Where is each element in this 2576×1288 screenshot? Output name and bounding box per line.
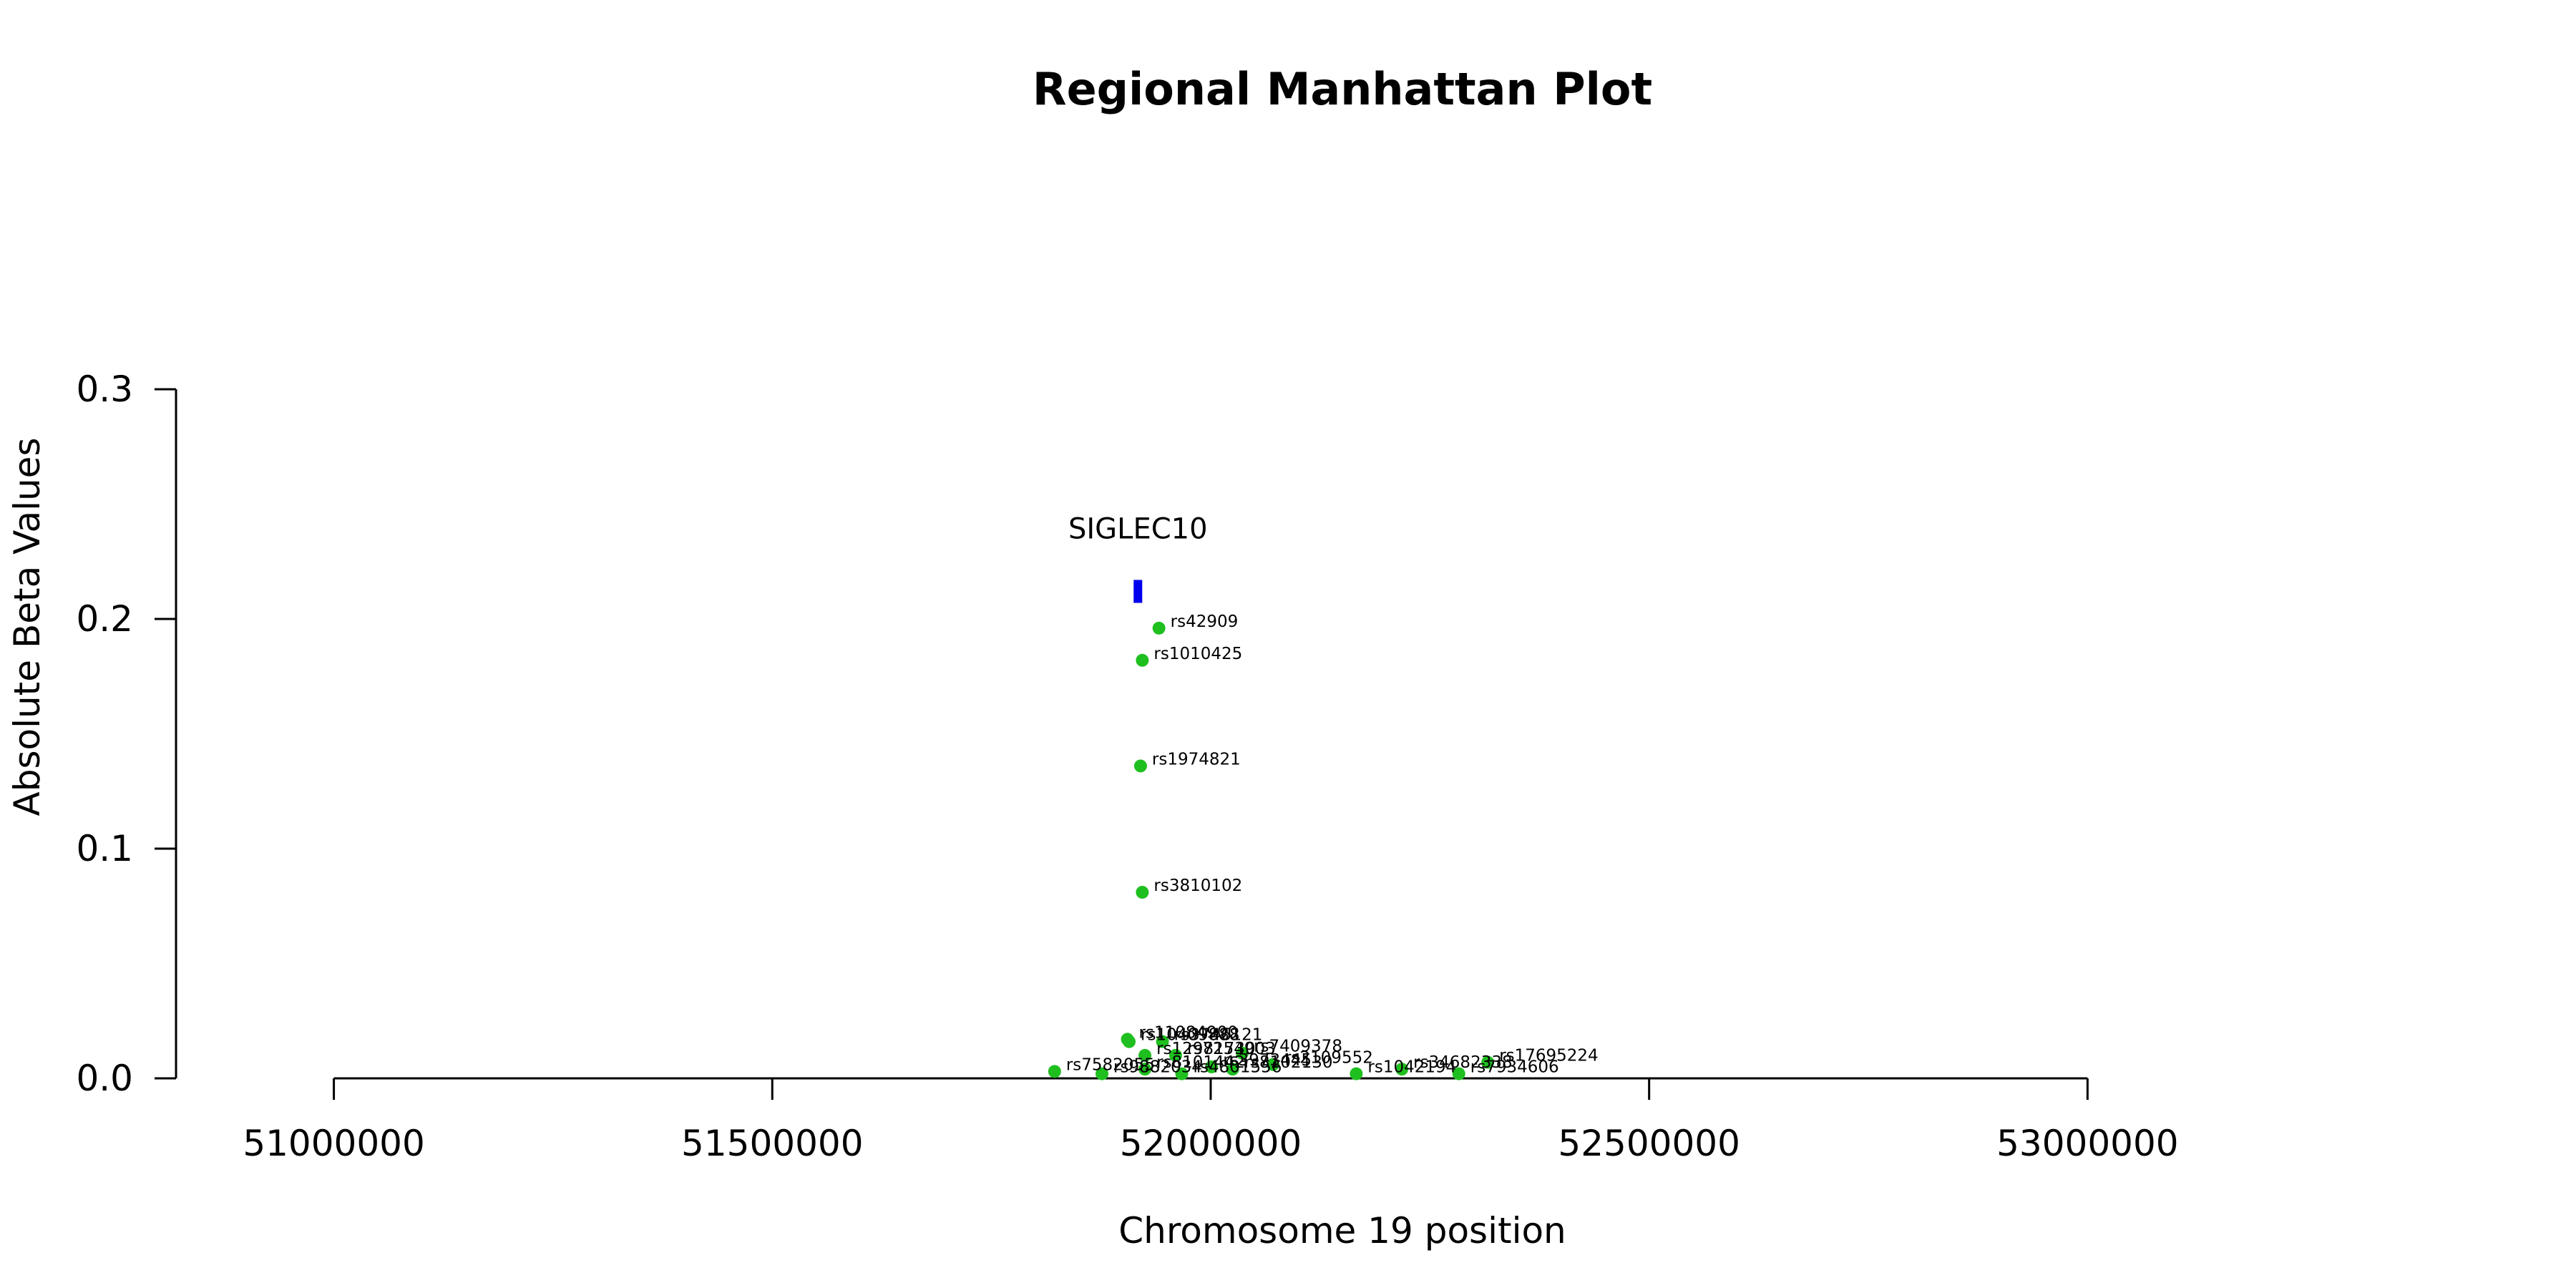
snp-label: rs42909 (1171, 613, 1239, 631)
snp-label: rs3746121 (1174, 1026, 1263, 1045)
snp-label: rs8101442 (1156, 1053, 1245, 1072)
snp-labels: rs42909 rs1010425 rs1974821 rs3810102 rs1108… (1066, 613, 1599, 1077)
x-tick-label: 52000000 (1120, 1123, 1302, 1164)
snp-point (1175, 1067, 1189, 1080)
x-tick-label: 53000000 (1996, 1123, 2179, 1164)
gene-track: SIGLEC10 (1068, 512, 1208, 603)
x-tick-label: 51500000 (681, 1123, 864, 1164)
snp-label: rs1974821 (1152, 750, 1241, 769)
snp-label: rs7409378 (1254, 1038, 1342, 1056)
y-tick-label: 0.0 (76, 1058, 133, 1099)
snp-label: rs12981730 (1156, 1040, 1256, 1058)
snp-point (1236, 1046, 1249, 1060)
snp-point (1452, 1067, 1465, 1080)
y-axis: 0.0 0.1 0.2 0.3 (76, 369, 177, 1099)
snp-label: rs7934606 (1470, 1058, 1559, 1077)
x-tick-label: 52500000 (1558, 1123, 1740, 1164)
snp-point (1481, 1055, 1495, 1069)
y-axis-title: Absolute Beta Values (6, 438, 48, 816)
gene-marker (1133, 580, 1143, 603)
y-tick-label: 0.2 (76, 598, 133, 640)
snp-point (1138, 1063, 1152, 1076)
snp-point (1123, 1035, 1136, 1048)
x-axis-title: Chromosome 19 position (1118, 1210, 1566, 1252)
snp-point (1395, 1063, 1409, 1076)
snp-point (1133, 759, 1147, 773)
snp-point (1169, 1048, 1182, 1062)
snp-label: rs11084900 (1139, 1023, 1239, 1042)
snp-label: rs7254903 (1187, 1040, 1276, 1058)
snp-label: rs17695224 (1499, 1047, 1599, 1065)
gene-label: SIGLEC10 (1068, 512, 1208, 545)
snp-point (1136, 653, 1149, 667)
snp-point (1136, 885, 1149, 899)
snp-label: rs3973445 (1223, 1051, 1312, 1070)
snp-point (1205, 1060, 1219, 1073)
snp-label: rs1010425 (1153, 645, 1242, 663)
snp-points (1048, 621, 1495, 1080)
snp-point (1152, 621, 1166, 635)
snp-point (1138, 1048, 1152, 1062)
snp-point (1266, 1058, 1279, 1071)
snp-label: rs2109552 (1284, 1049, 1373, 1068)
x-axis: 51000000 51500000 52000000 52500000 53000000 (243, 1077, 2179, 1164)
snp-point (1156, 1035, 1169, 1048)
snp-point (1226, 1063, 1239, 1076)
y-tick-label: 0.1 (76, 828, 133, 869)
snp-label: rs9882034 (1113, 1058, 1202, 1077)
snp-point (1350, 1067, 1363, 1080)
snp-label: rs34682338 (1413, 1053, 1513, 1072)
snp-label: rs8102130 (1244, 1053, 1333, 1072)
y-tick-label: 0.3 (76, 369, 133, 410)
snp-label: rs1042194 (1367, 1058, 1456, 1077)
chart-title: Regional Manhattan Plot (1033, 63, 1652, 115)
snp-label: rs3810102 (1153, 877, 1242, 895)
snp-label: rs4801556 (1194, 1058, 1282, 1077)
x-tick-label: 51000000 (243, 1123, 425, 1164)
snp-point (1096, 1067, 1109, 1080)
snp-label: rs7582055 (1066, 1055, 1155, 1074)
snp-label: rs10409888 (1141, 1026, 1240, 1045)
snp-point (1048, 1065, 1061, 1078)
